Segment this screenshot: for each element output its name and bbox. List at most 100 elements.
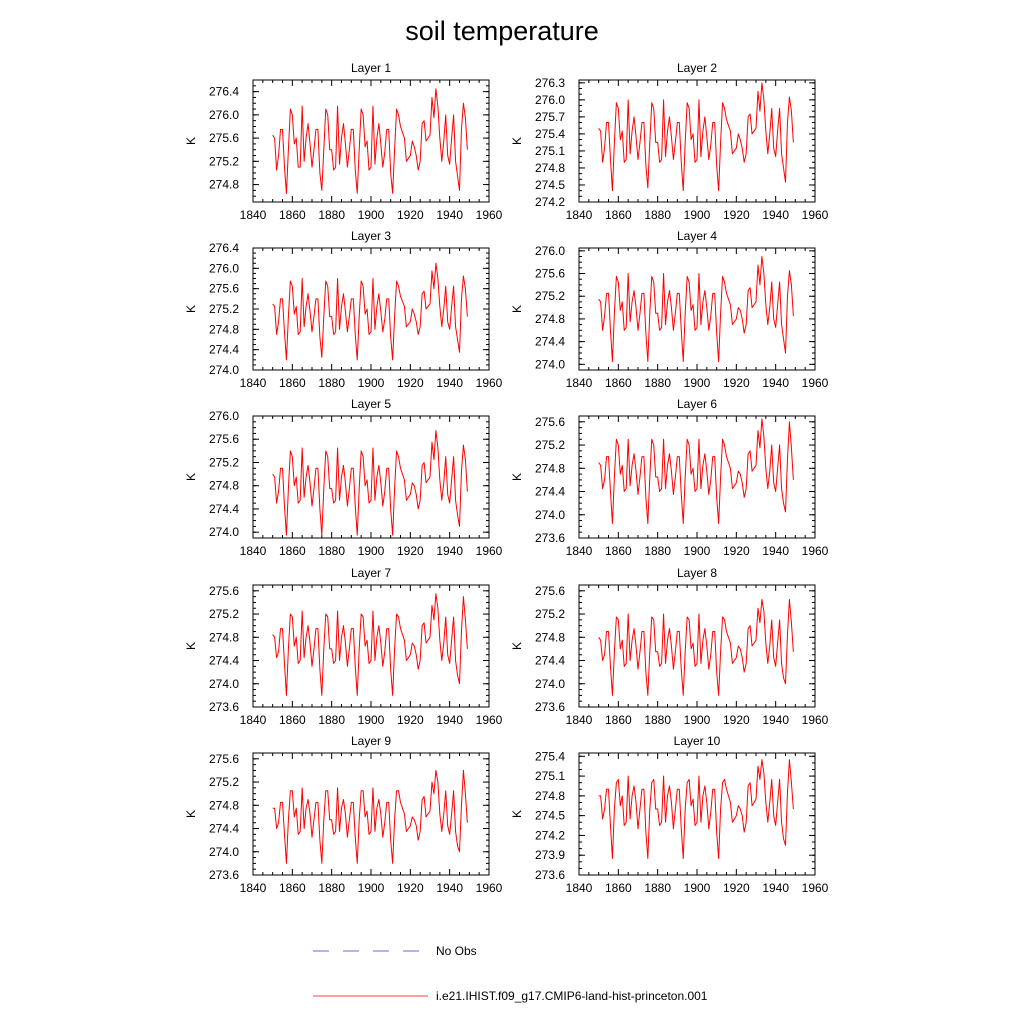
y-tick-label: 274.4 — [209, 822, 239, 836]
panel-title: Layer 10 — [674, 734, 721, 748]
panel-title: Layer 9 — [351, 734, 391, 748]
x-tick-label: 1960 — [476, 881, 503, 895]
y-tick-label: 274.0 — [209, 677, 239, 691]
x-tick-label: 1960 — [802, 208, 829, 222]
y-tick-label: 273.6 — [535, 700, 565, 714]
y-tick-label: 274.8 — [535, 461, 565, 475]
y-tick-label: 275.6 — [535, 584, 565, 598]
x-tick-label: 1960 — [476, 208, 503, 222]
y-axis-label: K — [510, 137, 524, 145]
x-tick-label: 1840 — [566, 713, 593, 727]
y-tick-label: 274.0 — [209, 845, 239, 859]
y-tick-label: 276.3 — [535, 76, 565, 90]
x-tick-label: 1920 — [397, 881, 424, 895]
y-tick-label: 274.0 — [535, 677, 565, 691]
series-line — [598, 256, 794, 362]
y-tick-label: 274.0 — [535, 508, 565, 522]
x-tick-label: 1960 — [802, 376, 829, 390]
y-tick-label: 275.6 — [209, 131, 239, 145]
series-line — [272, 593, 468, 696]
x-tick-label: 1920 — [723, 208, 750, 222]
x-tick-label: 1960 — [802, 881, 829, 895]
x-tick-label: 1900 — [684, 376, 711, 390]
x-tick-label: 1840 — [566, 376, 593, 390]
y-tick-label: 274.4 — [535, 485, 565, 499]
y-tick-label: 275.6 — [209, 752, 239, 766]
x-tick-label: 1900 — [358, 713, 385, 727]
x-tick-label: 1900 — [358, 544, 385, 558]
x-tick-label: 1920 — [397, 544, 424, 558]
panel-title: Layer 1 — [351, 61, 391, 75]
y-tick-label: 274.4 — [535, 654, 565, 668]
panel-layer-4: Layer 4 K 1840 1860 1880 1900 1920 1940 1960 274.… — [510, 229, 829, 390]
x-tick-label: 1880 — [318, 881, 345, 895]
y-tick-label: 275.1 — [535, 144, 565, 158]
y-tick-label: 275.6 — [209, 432, 239, 446]
x-tick-label: 1940 — [762, 881, 789, 895]
x-tick-label: 1860 — [279, 713, 306, 727]
y-axis-label: K — [184, 137, 198, 145]
x-tick-label: 1860 — [279, 208, 306, 222]
panel-layer-6: Layer 6 K 1840 1860 1880 1900 1920 1940 1960 273.… — [510, 397, 829, 558]
y-axis-label: K — [184, 473, 198, 481]
panel-title: Layer 5 — [351, 397, 391, 411]
y-tick-label: 276.4 — [209, 241, 239, 255]
series-line — [272, 430, 468, 536]
y-tick-label: 274.4 — [535, 335, 565, 349]
y-tick-label: 274.8 — [209, 630, 239, 644]
x-tick-label: 1940 — [436, 713, 463, 727]
legend: No Obs i.e21.IHIST.f09_g17.CMIP6-land-hi… — [313, 944, 708, 1003]
y-tick-label: 275.6 — [209, 282, 239, 296]
series-line — [272, 88, 468, 194]
x-tick-label: 1860 — [279, 544, 306, 558]
series-line — [272, 769, 468, 864]
panel-layer-9: Layer 9 K 1840 1860 1880 1900 1920 1940 1960 273.… — [184, 734, 503, 895]
plot-frame — [252, 415, 490, 539]
y-tick-label: 275.1 — [535, 769, 565, 783]
x-tick-label: 1920 — [723, 713, 750, 727]
y-tick-label: 274.8 — [209, 479, 239, 493]
y-tick-label: 274.8 — [535, 789, 565, 803]
y-tick-label: 274.4 — [209, 343, 239, 357]
y-tick-label: 276.0 — [209, 409, 239, 423]
y-tick-label: 274.4 — [209, 654, 239, 668]
x-tick-label: 1940 — [436, 376, 463, 390]
y-tick-label: 275.4 — [535, 749, 565, 763]
y-tick-label: 274.5 — [535, 178, 565, 192]
x-tick-label: 1920 — [397, 376, 424, 390]
legend-no-obs-label: No Obs — [436, 944, 477, 958]
x-tick-label: 1840 — [566, 544, 593, 558]
series-line — [598, 759, 794, 860]
panel-title: Layer 7 — [351, 566, 391, 580]
x-tick-label: 1900 — [358, 881, 385, 895]
y-tick-label: 275.2 — [209, 455, 239, 469]
y-axis-label: K — [184, 642, 198, 650]
y-tick-label: 275.6 — [535, 267, 565, 281]
x-tick-label: 1880 — [644, 713, 671, 727]
y-tick-label: 273.9 — [535, 848, 565, 862]
figure-title: soil temperature — [405, 16, 599, 46]
series-line — [598, 418, 794, 524]
x-tick-label: 1860 — [605, 208, 632, 222]
x-tick-label: 1840 — [566, 881, 593, 895]
x-tick-label: 1880 — [644, 376, 671, 390]
x-tick-label: 1840 — [240, 376, 267, 390]
y-tick-label: 276.0 — [535, 93, 565, 107]
y-tick-label: 275.2 — [535, 607, 565, 621]
panel-layer-10: Layer 10 K 1840 1860 1880 1900 1920 1940 1960 273… — [510, 734, 829, 895]
panel-layer-8: Layer 8 K 1840 1860 1880 1900 1920 1940 1960 273.… — [510, 566, 829, 727]
panel-title: Layer 4 — [677, 229, 717, 243]
x-tick-label: 1840 — [240, 544, 267, 558]
x-tick-label: 1960 — [476, 713, 503, 727]
series-line — [272, 262, 468, 361]
y-tick-label: 276.0 — [535, 244, 565, 258]
y-tick-label: 274.8 — [535, 630, 565, 644]
y-tick-label: 274.8 — [209, 178, 239, 192]
y-tick-label: 275.7 — [535, 110, 565, 124]
y-tick-label: 273.6 — [209, 868, 239, 882]
x-tick-label: 1960 — [802, 544, 829, 558]
y-tick-label: 275.6 — [535, 415, 565, 429]
y-tick-label: 276.4 — [209, 85, 239, 99]
x-tick-label: 1860 — [279, 881, 306, 895]
y-axis-label: K — [510, 642, 524, 650]
